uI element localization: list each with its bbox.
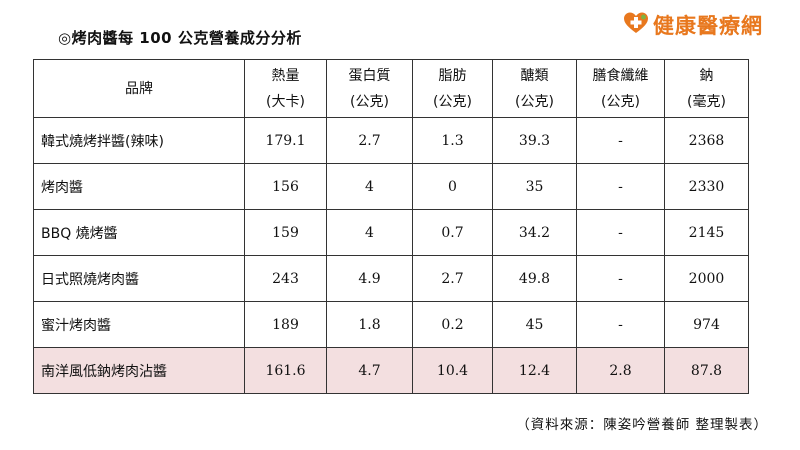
sodium-cell: 2368 [664, 117, 749, 164]
calories-cell: 156 [244, 163, 327, 210]
sodium-cell: 87.8 [664, 347, 749, 394]
fat-cell: 0 [412, 163, 493, 210]
source-note: （資料來源：陳姿吟營養師 整理製表） [516, 417, 768, 433]
header-line2: (公克) [433, 93, 472, 110]
carbs-cell: 34.2 [492, 209, 577, 256]
table-row: BBQ 燒烤醬 159 4 0.7 34.2 - 2145 [33, 209, 749, 256]
fiber-cell: - [576, 255, 665, 302]
header-line2: (公克) [350, 93, 389, 110]
header-cell: 熱量 (大卡) [244, 59, 327, 118]
fiber-cell: - [576, 163, 665, 210]
brand-cell: BBQ 燒烤醬 [33, 209, 245, 256]
protein-cell: 4 [326, 163, 413, 210]
heart-cross-icon [623, 11, 649, 39]
brand-cell: 南洋風低鈉烤肉沾醬 [33, 347, 245, 394]
header-line1: 品牌 [125, 80, 153, 97]
header-line2: (公克) [601, 93, 640, 110]
protein-cell: 4 [326, 209, 413, 256]
calories-cell: 159 [244, 209, 327, 256]
brand-cell: 蜜汁烤肉醬 [33, 301, 245, 348]
protein-cell: 2.7 [326, 117, 413, 164]
header-line1: 蛋白質 [348, 67, 391, 84]
table-row: 日式照燒烤肉醬 243 4.9 2.7 49.8 - 2000 [33, 255, 749, 302]
protein-cell: 1.8 [326, 301, 413, 348]
sodium-cell: 974 [664, 301, 749, 348]
fiber-cell: - [576, 301, 665, 348]
sodium-cell: 2000 [664, 255, 749, 302]
protein-cell: 4.7 [326, 347, 413, 394]
carbs-cell: 45 [492, 301, 577, 348]
carbs-cell: 49.8 [492, 255, 577, 302]
header-cell: 醣類 (公克) [492, 59, 577, 118]
nutrition-table: 品牌 熱量 (大卡) 蛋白質 (公克) 脂肪 (公克) 醣類 (公克) 膳食纖維… [33, 59, 749, 394]
header-line2: (毫克) [687, 93, 726, 110]
header-cell: 蛋白質 (公克) [326, 59, 413, 118]
calories-cell: 189 [244, 301, 327, 348]
table-row: 烤肉醬 156 4 0 35 - 2330 [33, 163, 749, 210]
table-header-row: 品牌 熱量 (大卡) 蛋白質 (公克) 脂肪 (公克) 醣類 (公克) 膳食纖維… [33, 59, 749, 118]
header-line1: 熱量 [271, 67, 300, 84]
calories-cell: 243 [244, 255, 327, 302]
header-cell: 脂肪 (公克) [412, 59, 493, 118]
header-line2: (公克) [515, 93, 554, 110]
calories-cell: 161.6 [244, 347, 327, 394]
header-cell: 品牌 [33, 59, 245, 118]
calories-cell: 179.1 [244, 117, 327, 164]
header-line1: 醣類 [520, 67, 549, 84]
carbs-cell: 35 [492, 163, 577, 210]
sodium-cell: 2330 [664, 163, 749, 210]
fiber-cell: 2.8 [576, 347, 665, 394]
fiber-cell: - [576, 117, 665, 164]
table-row: 蜜汁烤肉醬 189 1.8 0.2 45 - 974 [33, 301, 749, 348]
fat-cell: 2.7 [412, 255, 493, 302]
header-line2: (大卡) [266, 93, 305, 110]
table-row-highlighted: 南洋風低鈉烤肉沾醬 161.6 4.7 10.4 12.4 2.8 87.8 [33, 347, 749, 394]
table-row: 韓式燒烤拌醬(辣味) 179.1 2.7 1.3 39.3 - 2368 [33, 117, 749, 164]
fat-cell: 0.7 [412, 209, 493, 256]
fat-cell: 0.2 [412, 301, 493, 348]
carbs-cell: 12.4 [492, 347, 577, 394]
sodium-cell: 2145 [664, 209, 749, 256]
protein-cell: 4.9 [326, 255, 413, 302]
fat-cell: 1.3 [412, 117, 493, 164]
logo-text: 健康醫療網 [653, 14, 763, 38]
page-title: ◎烤肉醬每 100 公克營養成分分析 [58, 29, 302, 47]
brand-cell: 烤肉醬 [33, 163, 245, 210]
fat-cell: 10.4 [412, 347, 493, 394]
brand-cell: 日式照燒烤肉醬 [33, 255, 245, 302]
logo: 健康醫療網 [623, 10, 763, 40]
header-line1: 鈉 [699, 67, 714, 84]
carbs-cell: 39.3 [492, 117, 577, 164]
brand-cell: 韓式燒烤拌醬(辣味) [33, 117, 245, 164]
header-cell: 膳食纖維 (公克) [576, 59, 665, 118]
fiber-cell: - [576, 209, 665, 256]
header-line1: 膳食纖維 [592, 67, 649, 84]
header-line1: 脂肪 [438, 67, 467, 84]
header-cell: 鈉 (毫克) [664, 59, 749, 118]
